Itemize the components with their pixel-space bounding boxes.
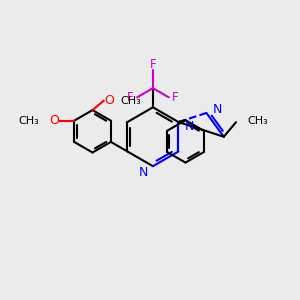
Text: O: O [49, 114, 59, 127]
Text: O: O [104, 94, 114, 107]
Text: N: N [213, 103, 222, 116]
Text: CH₃: CH₃ [18, 116, 39, 126]
Text: CH₃: CH₃ [247, 116, 268, 126]
Text: N: N [139, 166, 148, 179]
Text: F: F [172, 91, 178, 104]
Text: F: F [150, 58, 156, 71]
Text: N: N [185, 120, 194, 133]
Text: F: F [127, 91, 134, 104]
Text: CH₃: CH₃ [120, 96, 141, 106]
